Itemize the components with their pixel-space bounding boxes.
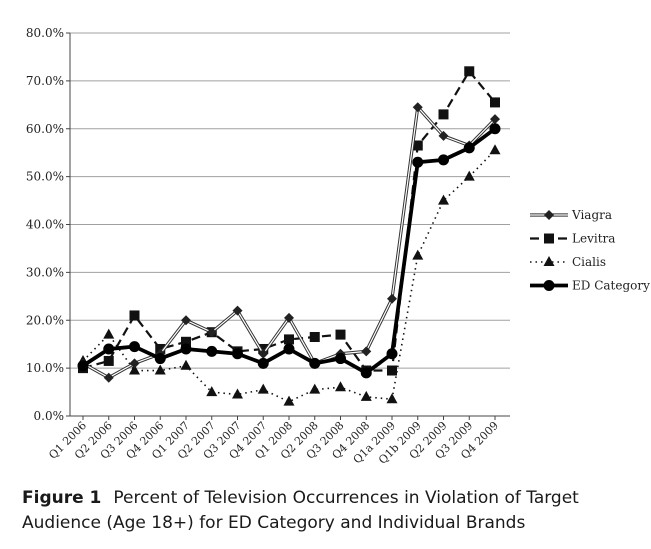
data-point-cialis bbox=[180, 359, 192, 370]
y-tick-label: 60.0% bbox=[26, 122, 64, 136]
data-point-viagra bbox=[181, 315, 191, 326]
legend-item-ed-category: ED Category bbox=[530, 279, 650, 293]
gridlines bbox=[70, 32, 510, 417]
legend-marker-levitra bbox=[544, 233, 554, 244]
data-point-cialis bbox=[283, 395, 295, 406]
y-tick-label: 10.0% bbox=[26, 361, 64, 375]
data-point-ed-category bbox=[438, 154, 449, 166]
data-point-cialis bbox=[129, 364, 140, 375]
data-point-viagra bbox=[284, 312, 294, 323]
data-point-levitra bbox=[103, 355, 114, 366]
data-point-ed-category bbox=[360, 367, 372, 379]
data-point-ed-category bbox=[463, 142, 475, 154]
y-tick-label: 40.0% bbox=[26, 218, 64, 232]
data-point-viagra bbox=[438, 130, 449, 141]
data-point-cialis bbox=[257, 383, 269, 394]
y-tick-label: 20.0% bbox=[26, 313, 64, 327]
y-tick-label: 70.0% bbox=[26, 74, 64, 88]
data-point-cialis bbox=[103, 328, 115, 339]
y-axis-tick-labels: 0.0% 10.0% 20.0% 30.0% 40.0% 50.0% 60.0% 70.0% 8… bbox=[26, 26, 64, 423]
data-point-ed-category bbox=[129, 341, 140, 353]
series-ed-category bbox=[77, 123, 501, 379]
legend-label-ed-category: ED Category bbox=[572, 279, 650, 293]
legend-item-levitra: Levitra bbox=[530, 232, 615, 246]
legend-marker-cialis bbox=[543, 256, 555, 266]
data-point-viagra bbox=[129, 358, 140, 369]
data-point-ed-category bbox=[206, 345, 218, 357]
data-point-levitra bbox=[284, 334, 294, 345]
data-point-levitra bbox=[309, 332, 320, 343]
data-point-ed-category bbox=[283, 343, 295, 355]
data-point-levitra bbox=[412, 140, 423, 151]
data-point-cialis bbox=[206, 386, 218, 397]
data-point-viagra bbox=[387, 293, 397, 304]
data-point-cialis bbox=[489, 144, 501, 155]
data-point-levitra bbox=[129, 310, 140, 321]
data-point-viagra bbox=[103, 372, 114, 383]
legend-item-viagra: Viagra bbox=[530, 208, 612, 222]
data-point-ed-category bbox=[309, 357, 321, 369]
y-tick-label: 50.0% bbox=[26, 170, 64, 184]
data-point-viagra bbox=[258, 348, 269, 359]
series-line-levitra bbox=[82, 70, 496, 372]
data-point-levitra bbox=[387, 365, 397, 376]
data-point-ed-category bbox=[335, 353, 346, 365]
data-point-levitra bbox=[490, 97, 500, 108]
data-point-cialis bbox=[386, 393, 398, 404]
data-point-viagra bbox=[412, 102, 423, 113]
data-point-ed-category bbox=[489, 123, 501, 135]
data-point-viagra bbox=[490, 114, 500, 125]
y-tick-label: 30.0% bbox=[26, 265, 64, 279]
axes bbox=[66, 32, 510, 420]
series-cialis bbox=[77, 144, 501, 406]
line-chart: 0.0% 10.0% 20.0% 30.0% 40.0% 50.0% 60.0% 70.0% 8… bbox=[26, 26, 650, 467]
figure-caption-text: Percent of Television Occurrences in Vio… bbox=[22, 488, 579, 533]
data-point-ed-category bbox=[257, 357, 269, 369]
series-line-cialis bbox=[82, 149, 496, 403]
data-point-cialis bbox=[360, 390, 372, 401]
legend-label-viagra: Viagra bbox=[571, 208, 612, 222]
data-point-levitra bbox=[464, 66, 475, 77]
data-point-cialis bbox=[309, 383, 321, 394]
data-point-cialis bbox=[412, 249, 424, 260]
legend-item-cialis: Cialis bbox=[530, 255, 606, 269]
data-point-ed-category bbox=[386, 348, 398, 360]
data-point-cialis bbox=[438, 194, 449, 205]
data-point-cialis bbox=[335, 381, 346, 392]
data-point-cialis bbox=[232, 388, 243, 399]
data-point-viagra bbox=[361, 346, 372, 357]
y-tick-label: 0.0% bbox=[34, 409, 65, 423]
data-point-levitra bbox=[438, 109, 449, 120]
data-point-ed-category bbox=[180, 343, 192, 355]
data-point-viagra bbox=[206, 327, 217, 338]
data-point-ed-category bbox=[77, 360, 89, 372]
legend-marker-viagra bbox=[544, 210, 554, 220]
data-point-ed-category bbox=[232, 348, 243, 360]
y-tick-label: 80.0% bbox=[26, 26, 64, 40]
legend-label-levitra: Levitra bbox=[572, 232, 615, 246]
data-point-cialis bbox=[463, 170, 475, 181]
figure-caption: Figure 1 Percent of Television Occurrence… bbox=[22, 486, 642, 536]
data-point-ed-category bbox=[412, 156, 424, 168]
data-point-ed-category bbox=[103, 343, 115, 355]
data-point-cialis bbox=[154, 364, 166, 375]
legend-label-cialis: Cialis bbox=[572, 255, 606, 269]
data-point-ed-category bbox=[154, 353, 166, 365]
data-point-viagra bbox=[232, 305, 243, 316]
series-levitra bbox=[78, 66, 500, 376]
legend-marker-ed-category bbox=[543, 280, 555, 291]
data-point-levitra bbox=[335, 329, 346, 340]
figure-label: Figure 1 bbox=[22, 488, 102, 508]
legend: Viagra Levitra Cialis ED Category bbox=[530, 208, 650, 293]
data-point-levitra bbox=[181, 336, 191, 347]
data-series bbox=[77, 66, 501, 406]
